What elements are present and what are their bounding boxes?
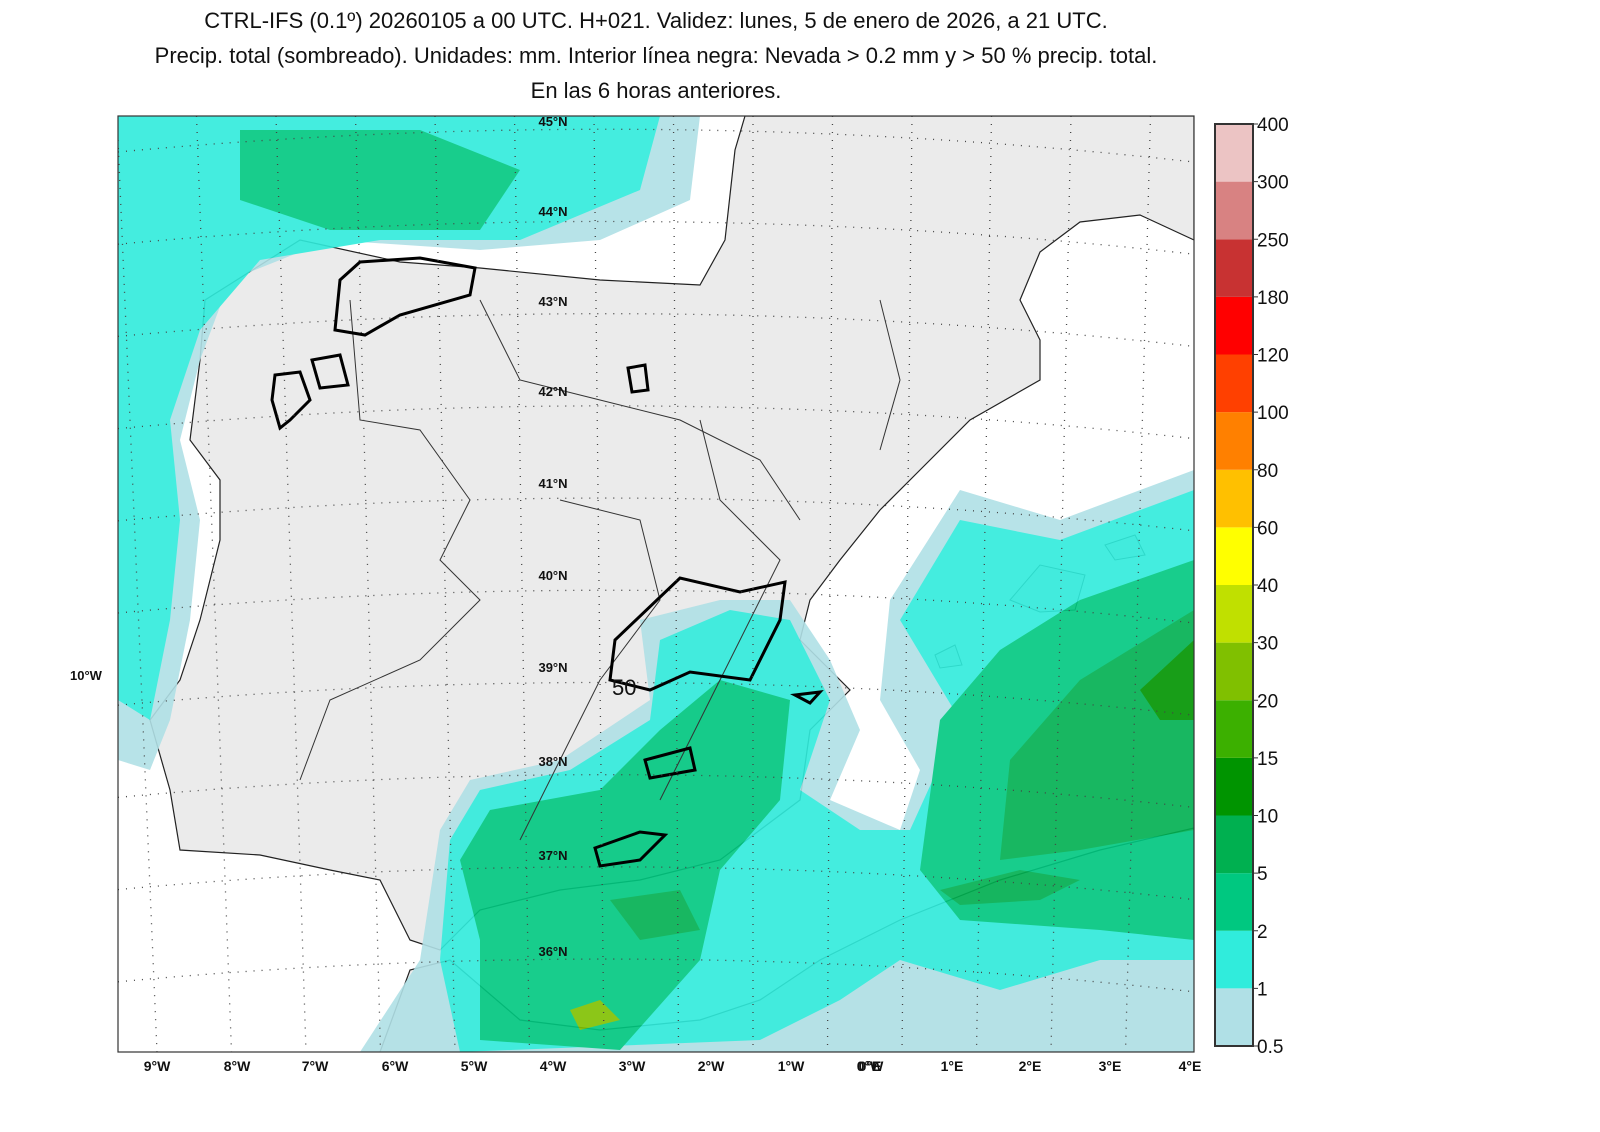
colorbar-band <box>1215 181 1253 240</box>
lon-label: 2°W <box>698 1058 725 1074</box>
lon-label: 7°W <box>302 1058 329 1074</box>
lat-label: 45°N <box>538 114 567 129</box>
lat-label: 41°N <box>538 476 567 491</box>
colorbar-label: 180 <box>1257 288 1289 309</box>
title-line: CTRL-IFS (0.1º) 20260105 a 00 UTC. H+021… <box>204 8 1107 33</box>
lat-label: 38°N <box>538 754 567 769</box>
colorbar-band <box>1215 930 1253 989</box>
lon-label: 2°E <box>1019 1058 1042 1074</box>
lat-label: 44°N <box>538 204 567 219</box>
lat-label: 42°N <box>538 384 567 399</box>
colorbar-label: 40 <box>1257 576 1278 597</box>
contour-label: 50 <box>612 675 636 700</box>
lat-label: 43°N <box>538 294 567 309</box>
map-frame <box>117 115 1195 1053</box>
lon-label: 8°W <box>224 1058 251 1074</box>
borders <box>299 299 901 841</box>
colorbar-band <box>1215 873 1253 931</box>
lon-label: 0°W <box>857 1058 884 1074</box>
lon-label: 9°W <box>144 1058 171 1074</box>
colorbar-label: 1 <box>1257 979 1268 1000</box>
colorbar-label: 100 <box>1257 403 1289 424</box>
snow-contours <box>270 256 824 868</box>
lon-label: 1°W <box>778 1058 805 1074</box>
side-label: 10°W <box>70 668 103 683</box>
colorbar-label: 80 <box>1257 461 1278 482</box>
lat-label: 36°N <box>538 944 567 959</box>
lon-label: 1°E <box>941 1058 964 1074</box>
title-line: Precip. total (sombreado). Unidades: mm.… <box>155 43 1158 68</box>
colorbar-band <box>1215 757 1253 816</box>
colorbar-band <box>1215 412 1253 470</box>
colorbar-band <box>1215 469 1253 528</box>
colorbar-label: 250 <box>1257 230 1289 251</box>
colorbar: 0.5 1 2 5 10 15 20 30 40 60 80 100 120 180 250 300 400 <box>1214 115 1289 1058</box>
lon-label: 6°W <box>382 1058 409 1074</box>
lat-label: 37°N <box>538 848 567 863</box>
colorbar-band <box>1215 527 1253 585</box>
lon-label: 4°E <box>1179 1058 1202 1074</box>
colorbar-label: 0.5 <box>1257 1037 1283 1058</box>
colorbar-label: 30 <box>1257 634 1278 655</box>
colorbar-band <box>1215 585 1253 643</box>
colorbar-band <box>1215 642 1253 701</box>
colorbar-band <box>1215 354 1253 413</box>
colorbar-band <box>1215 239 1253 297</box>
colorbar-label: 300 <box>1257 173 1289 194</box>
lon-label: 3°W <box>619 1058 646 1074</box>
lon-label: 4°W <box>540 1058 567 1074</box>
colorbar-band <box>1215 296 1253 355</box>
colorbar-band <box>1215 815 1253 874</box>
colorbar-label: 60 <box>1257 518 1278 539</box>
title-block: CTRL-IFS (0.1º) 20260105 a 00 UTC. H+021… <box>155 8 1158 103</box>
precip-shading <box>118 116 1194 1052</box>
lon-label: 3°E <box>1099 1058 1122 1074</box>
title-line: En las 6 horas anteriores. <box>531 78 782 103</box>
lon-label: 5°W <box>461 1058 488 1074</box>
map-labels: 45°N 44°N 43°N 42°N 41°N 40°N 39°N 38°N 37°N 36°N… <box>144 114 1202 1074</box>
colorbar-label: 20 <box>1257 691 1278 712</box>
colorbar-label: 120 <box>1257 346 1289 367</box>
colorbar-band <box>1215 700 1253 758</box>
colorbar-label: 10 <box>1257 807 1278 828</box>
colorbar-label: 5 <box>1257 864 1268 885</box>
lat-label: 40°N <box>538 568 567 583</box>
map <box>118 116 1194 1052</box>
colorbar-band <box>1215 988 1253 1046</box>
colorbar-label: 400 <box>1257 115 1289 136</box>
lat-label: 39°N <box>538 660 567 675</box>
colorbar-label: 15 <box>1257 749 1278 770</box>
colorbar-label: 2 <box>1257 922 1268 943</box>
colorbar-band <box>1215 124 1253 182</box>
lon-label: 0°E <box>859 1058 882 1074</box>
